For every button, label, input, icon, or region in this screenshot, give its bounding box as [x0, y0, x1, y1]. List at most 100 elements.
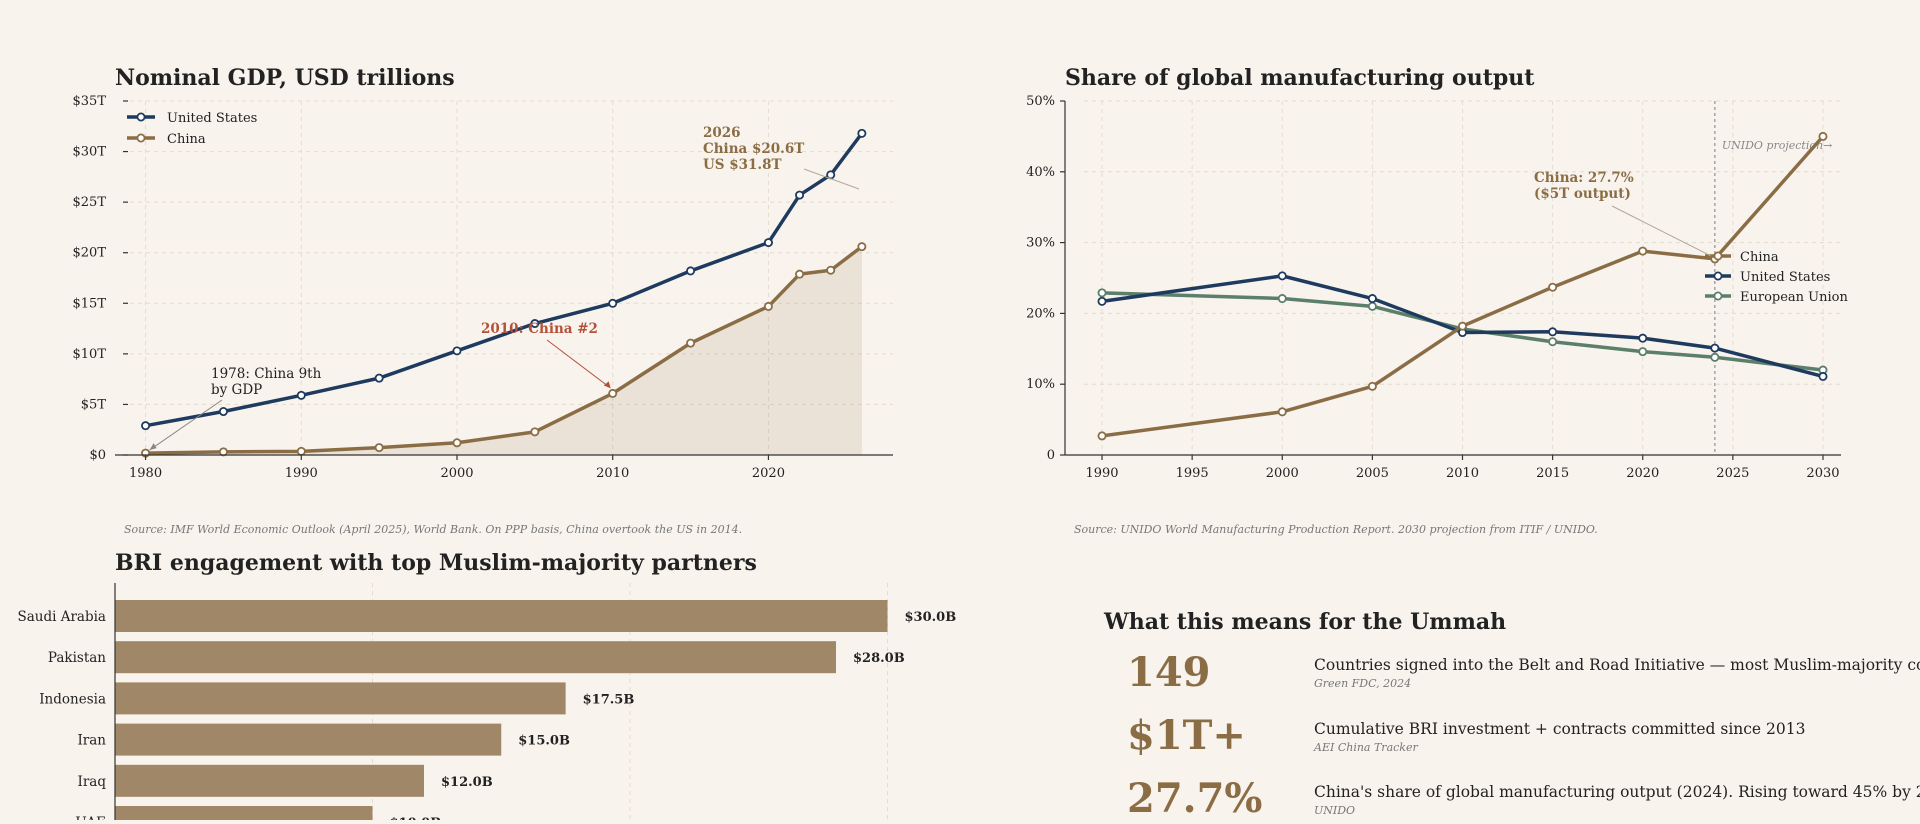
european-union-point: [1710, 352, 1720, 362]
annotation-leader: [1611, 205, 1712, 257]
european-union-point: [1097, 288, 1107, 298]
united-states-point: [218, 407, 228, 417]
united-states-point: [141, 421, 151, 431]
annotation-text: 1978: China 9th: [211, 366, 322, 382]
insights-panel: What this means for the Ummah 149 Countr…: [1103, 609, 1920, 822]
y-tick-label: $0: [89, 448, 106, 463]
manufacturing-series-points: [1097, 131, 1828, 441]
european-union-point: [1277, 294, 1287, 304]
insight-description: China's share of global manufacturing ou…: [1314, 783, 1920, 801]
legend-marker: [1713, 291, 1723, 301]
china-point: [1458, 321, 1468, 331]
china-line: [145, 245, 863, 455]
insights-heading: What this means for the Ummah: [1103, 609, 1506, 635]
x-tick-label: 2000: [1266, 466, 1299, 481]
annotation-arrow: [149, 399, 223, 451]
value-label: $17.5B: [583, 692, 635, 707]
legend-marker: [1713, 251, 1723, 261]
value-label: $12.0B: [441, 775, 493, 790]
category-label: Iran: [77, 733, 106, 749]
y-tick-label: 20%: [1026, 306, 1055, 321]
legend-label: China: [1740, 250, 1779, 265]
manufacturing-series-lines: [1101, 135, 1825, 438]
china-point: [1367, 381, 1377, 391]
european-union-point: [1367, 301, 1377, 311]
gdp-axes: [115, 100, 893, 460]
y-tick-label: $10T: [73, 347, 107, 362]
bar-iraq: [115, 764, 424, 797]
united-states-point: [608, 298, 618, 308]
manufacturing-source-note: Source: UNIDO World Manufacturing Produc…: [1074, 523, 1598, 536]
y-tick-label: $5T: [81, 397, 107, 412]
y-tick-label: $35T: [73, 94, 107, 109]
bar-saudi-arabia: [115, 600, 888, 632]
x-tick-label: 2000: [440, 466, 473, 481]
bar-pakistan: [115, 641, 836, 674]
united-states-point: [1277, 271, 1287, 281]
gdp-source-note: Source: IMF World Economic Outlook (Apri…: [124, 523, 742, 536]
insight-stat: 149: [1127, 649, 1211, 696]
united-states-point: [1710, 343, 1720, 353]
annotation-leader: [803, 168, 860, 190]
annotation-text: 2026: [703, 125, 741, 141]
x-tick-label: 2020: [752, 466, 785, 481]
annotation-arrow: [546, 339, 611, 388]
united-states-point: [452, 346, 462, 356]
china-point: [218, 447, 228, 457]
legend-marker: [136, 133, 146, 143]
united-states-point: [1638, 333, 1648, 343]
x-tick-label: 2030: [1806, 466, 1839, 481]
united-states-point: [374, 373, 384, 383]
gdp-series-lines: [145, 132, 864, 455]
y-tick-label: 30%: [1026, 236, 1055, 251]
value-label: $30.0B: [905, 610, 957, 625]
y-tick-label: 50%: [1026, 94, 1055, 109]
y-tick-label: 40%: [1026, 165, 1055, 180]
category-label: UAE: [75, 815, 106, 820]
x-tick-label: 1990: [285, 466, 318, 481]
annotation-text: by GDP: [211, 382, 262, 398]
bri-bar-chart: BRI engagement with top Muslim-majority …: [17, 550, 957, 824]
china-point: [686, 338, 696, 348]
china-point: [452, 438, 462, 448]
x-tick-label: 1990: [1085, 466, 1118, 481]
china-gdp-area: [145, 246, 862, 455]
manufacturing-chart: Share of global manufacturing output UNI…: [1026, 65, 1848, 536]
united-states-point: [686, 266, 696, 276]
annotation-text: US $31.8T: [703, 157, 782, 173]
annotation-text: 2010: China #2: [481, 321, 598, 337]
x-tick-label: 2015: [1536, 466, 1569, 481]
manufacturing-chart-title: Share of global manufacturing output: [1065, 65, 1535, 91]
y-tick-label: 0: [1047, 448, 1055, 463]
china-line: [1101, 135, 1825, 438]
projection-label: UNIDO projection→: [1722, 139, 1832, 152]
united-states-point: [795, 190, 805, 200]
insight-description: Cumulative BRI investment + contracts co…: [1314, 720, 1805, 738]
y-tick-label: $20T: [73, 246, 107, 261]
insight-source: UNIDO: [1314, 804, 1355, 817]
china-point: [1548, 282, 1558, 292]
china-point: [608, 388, 618, 398]
category-label: Saudi Arabia: [17, 609, 106, 625]
bar-iran: [115, 723, 502, 756]
value-label: $10.0B: [390, 816, 442, 820]
european-union-point: [1638, 347, 1648, 357]
bar-indonesia: [115, 682, 566, 715]
insight-description: Countries signed into the Belt and Road …: [1314, 656, 1920, 674]
category-label: Pakistan: [48, 650, 106, 666]
x-tick-label: 1995: [1176, 466, 1209, 481]
manufacturing-annotations: China: 27.7%($5T output): [1534, 170, 1712, 257]
united-states-point: [1548, 327, 1558, 337]
x-tick-label: 2025: [1716, 466, 1749, 481]
bri-chart-title: BRI engagement with top Muslim-majority …: [115, 550, 757, 576]
annotation-text: China $20.6T: [703, 141, 804, 157]
x-tick-label: 2020: [1626, 466, 1659, 481]
china-point: [530, 427, 540, 437]
x-tick-label: 1980: [129, 466, 162, 481]
y-tick-label: $15T: [73, 296, 107, 311]
united-states-point: [530, 319, 540, 329]
united-states-point: [296, 390, 306, 400]
european-union-point: [1548, 337, 1558, 347]
